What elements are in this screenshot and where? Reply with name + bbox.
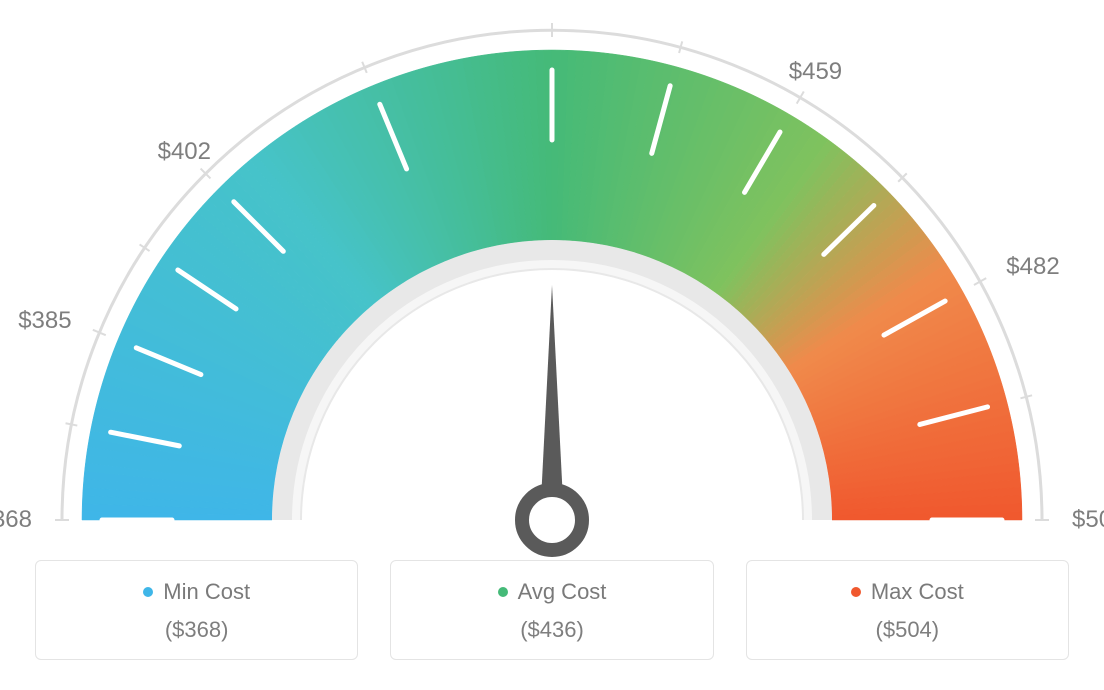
legend-value-avg: ($436): [401, 617, 702, 643]
legend-label-max: Max Cost: [871, 579, 964, 605]
legend-value-max: ($504): [757, 617, 1058, 643]
legend-value-min: ($368): [46, 617, 347, 643]
dot-icon-max: [851, 587, 861, 597]
legend-label-min: Min Cost: [163, 579, 250, 605]
gauge-svg: [0, 0, 1104, 560]
tick-label: $482: [1006, 253, 1059, 281]
legend-card-min: Min Cost ($368): [35, 560, 358, 660]
dot-icon-min: [143, 587, 153, 597]
legend-title-max: Max Cost: [851, 579, 964, 605]
tick-label: $459: [789, 58, 842, 86]
tick-label: $504: [1072, 506, 1104, 534]
tick-label: $402: [158, 138, 211, 166]
tick-label: $385: [18, 307, 71, 335]
legend-title-min: Min Cost: [143, 579, 250, 605]
legend-card-avg: Avg Cost ($436): [390, 560, 713, 660]
legend-row: Min Cost ($368) Avg Cost ($436) Max Cost…: [35, 560, 1069, 660]
legend-title-avg: Avg Cost: [498, 579, 607, 605]
gauge-hub: [522, 490, 582, 550]
dot-icon-avg: [498, 587, 508, 597]
legend-label-avg: Avg Cost: [518, 579, 607, 605]
tick-label: $368: [0, 506, 32, 534]
legend-card-max: Max Cost ($504): [746, 560, 1069, 660]
cost-gauge: $368$385$402$436$459$482$504: [0, 0, 1104, 560]
